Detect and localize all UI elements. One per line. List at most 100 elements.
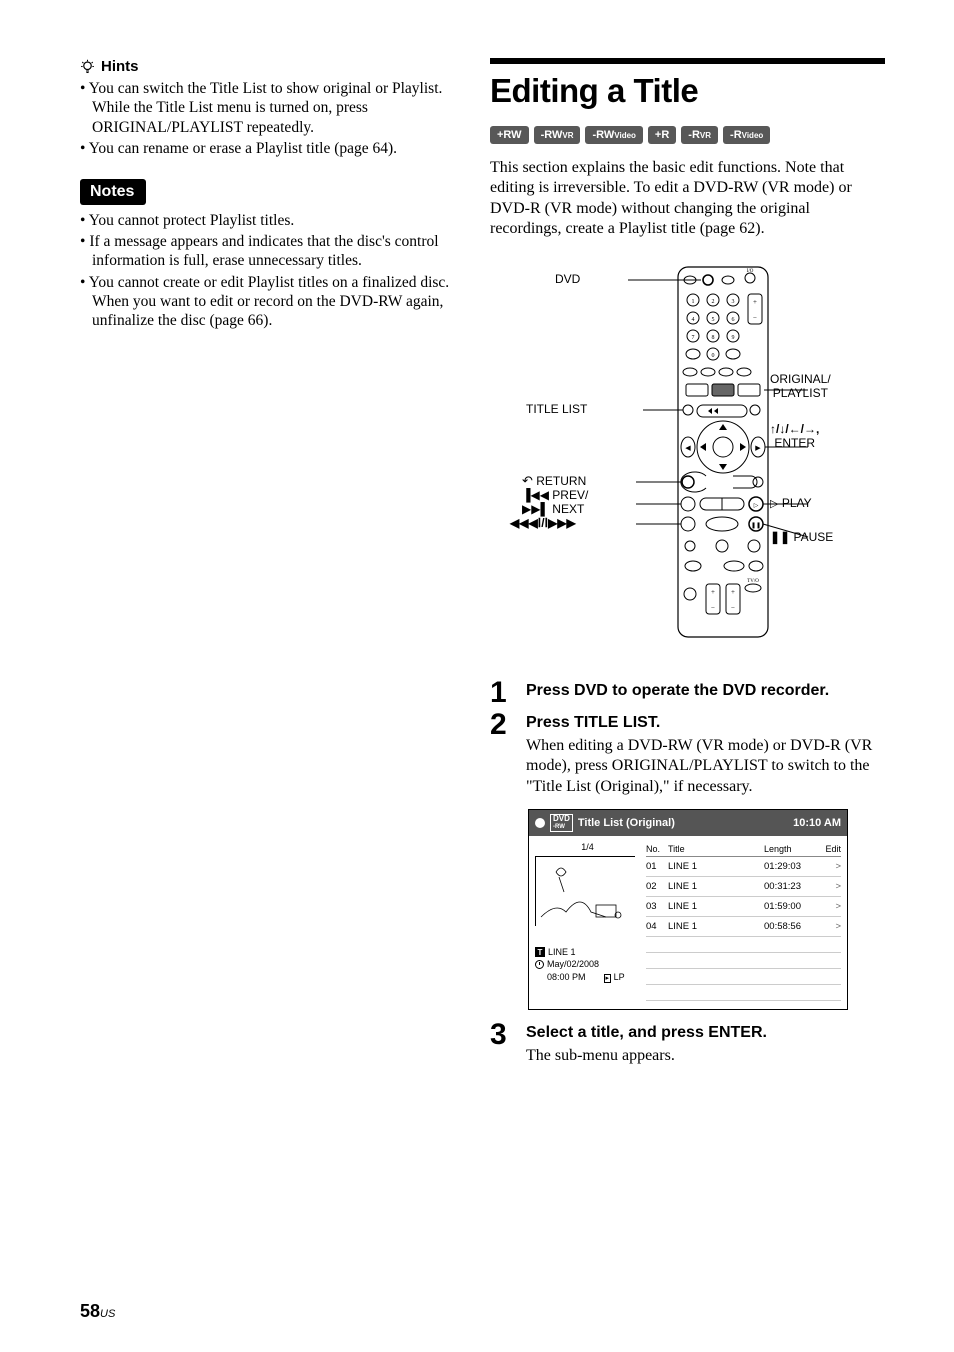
svg-text:−: − — [753, 314, 757, 322]
label-title-list: TITLE LIST — [526, 402, 587, 416]
edit-chevron-icon: > — [819, 921, 841, 932]
step-2: Press TITLE LIST. When editing a DVD-RW … — [490, 714, 885, 1010]
svg-text:+: + — [711, 588, 715, 596]
svg-text:4: 4 — [691, 317, 694, 323]
intro-paragraph: This section explains the basic edit fun… — [490, 158, 885, 240]
svg-text:0: 0 — [711, 353, 714, 359]
badge-rwvr: -RWVR — [534, 126, 581, 144]
right-column: Editing a Title +RW -RWVR -RWVideo +R -R… — [490, 58, 885, 1080]
hint-item: You can switch the Title List to show or… — [80, 79, 475, 137]
svg-text:5: 5 — [711, 317, 714, 323]
tl-metadata: T LINE 1 May/02/2008 08:00 PM ▸ LP — [535, 946, 640, 984]
svg-text:7: 7 — [691, 335, 694, 341]
section-rule — [490, 58, 885, 64]
note-item: If a message appears and indicates that … — [80, 232, 475, 271]
clock-icon — [535, 960, 544, 969]
tl-meta-date: May/02/2008 — [547, 958, 599, 971]
tl-blank-row — [646, 953, 841, 969]
tl-meta-mode: LP — [614, 972, 625, 982]
svg-text:9: 9 — [731, 335, 734, 341]
svg-text:▶: ▶ — [755, 444, 761, 452]
svg-text:◀: ◀ — [685, 444, 691, 452]
svg-text:3: 3 — [731, 299, 734, 305]
hints-label: Hints — [101, 58, 139, 75]
tl-preview-pane: 1/4 — [535, 842, 640, 1001]
steps-list: Press DVD to operate the DVD recorder. P… — [490, 682, 885, 1066]
svg-text:−: − — [731, 604, 735, 612]
svg-text:I/O: I/O — [746, 269, 753, 274]
step-head: Press TITLE LIST. — [526, 714, 885, 732]
hints-list: You can switch the Title List to show or… — [80, 79, 475, 159]
note-item: You cannot protect Playlist titles. — [80, 211, 475, 230]
svg-text:❚❚: ❚❚ — [750, 522, 760, 529]
label-prev: ▐◀◀ PREV/ — [522, 488, 588, 502]
badge-plus-rw: +RW — [490, 126, 529, 144]
step-head: Select a title, and press ENTER. — [526, 1024, 885, 1042]
hint-bulb-icon — [80, 59, 95, 74]
page-num-value: 58 — [80, 1301, 100, 1321]
label-play: ▷ PLAY — [770, 496, 812, 511]
hints-heading: Hints — [80, 58, 475, 75]
label-rewff: ◀◀◀Ⅰ/Ⅰ▶▶▶ — [510, 516, 576, 530]
hint-item: You can rename or erase a Playlist title… — [80, 139, 475, 158]
tl-row: 04 LINE 1 00:58:56 > — [646, 917, 841, 937]
tl-table: No. Title Length Edit 01 LINE 1 01:29:03… — [646, 842, 841, 1001]
badge-rvideo: -RVideo — [723, 126, 770, 144]
step-3: Select a title, and press ENTER. The sub… — [490, 1024, 885, 1066]
svg-text:1: 1 — [691, 299, 694, 305]
note-item: You cannot create or edit Playlist title… — [80, 273, 475, 331]
remote-svg: I/O 1 2 3 4 5 6 7 8 9 0 + − — [528, 262, 848, 642]
edit-chevron-icon: > — [819, 861, 841, 872]
tl-colhead: No. Title Length Edit — [646, 842, 841, 857]
tl-meta-time: 08:00 PM — [547, 971, 586, 984]
badge-rvr: -RVR — [681, 126, 718, 144]
label-original-playlist: ORIGINAL/ PLAYLIST — [770, 372, 831, 401]
tl-meta-title: LINE 1 — [548, 946, 576, 959]
title-t-icon: T — [535, 947, 545, 957]
badge-rwvideo: -RWVideo — [585, 126, 642, 144]
media-badges: +RW -RWVR -RWVideo +R -RVR -RVideo — [490, 126, 885, 144]
tl-thumbnail — [535, 856, 635, 926]
svg-text:6: 6 — [731, 317, 734, 323]
disc-icon — [535, 818, 545, 828]
remote-diagram: I/O 1 2 3 4 5 6 7 8 9 0 + − — [490, 262, 885, 652]
title-list-screenshot: DVD-RW Title List (Original) 10:10 AM 1/… — [528, 809, 848, 1010]
col-title: Title — [668, 844, 764, 854]
tl-blank-row — [646, 937, 841, 953]
notes-list: You cannot protect Playlist titles. If a… — [80, 211, 475, 331]
label-pause: ❚❚ PAUSE — [770, 530, 833, 544]
step-body: The sub-menu appears. — [526, 1046, 885, 1066]
label-next: ▶▶▌ NEXT — [522, 502, 584, 516]
tl-blank-row — [646, 985, 841, 1001]
tl-count: 1/4 — [535, 842, 640, 852]
page-num-suffix: US — [100, 1308, 115, 1320]
col-no: No. — [646, 844, 668, 854]
step-body: When editing a DVD-RW (VR mode) or DVD-R… — [526, 736, 885, 797]
svg-text:2: 2 — [711, 299, 714, 305]
dvd-tag-icon: DVD-RW — [550, 814, 573, 832]
tl-row: 03 LINE 1 01:59:00 > — [646, 897, 841, 917]
tl-row: 01 LINE 1 01:29:03 > — [646, 857, 841, 877]
tl-header-title: Title List (Original) — [578, 817, 675, 829]
svg-text:TV/O: TV/O — [747, 579, 759, 584]
svg-text:+: + — [753, 298, 757, 306]
badge-plus-r: +R — [648, 126, 676, 144]
page-number: 58US — [80, 1301, 115, 1322]
label-arrows-enter: ↑/↓/←/→, ENTER — [770, 422, 819, 451]
svg-text:−: − — [711, 604, 715, 612]
svg-text:8: 8 — [711, 335, 714, 341]
page-title: Editing a Title — [490, 72, 885, 110]
step-1: Press DVD to operate the DVD recorder. — [490, 682, 885, 700]
mode-icon: ▸ — [604, 974, 612, 983]
step-head: Press DVD to operate the DVD recorder. — [526, 682, 885, 700]
tl-header: DVD-RW Title List (Original) 10:10 AM — [529, 810, 847, 836]
col-edit: Edit — [819, 844, 841, 854]
notes-heading: Notes — [80, 179, 146, 205]
svg-text:+: + — [731, 588, 735, 596]
left-column: Hints You can switch the Title List to s… — [80, 58, 475, 333]
col-length: Length — [764, 844, 819, 854]
label-return: ↶ RETURN — [522, 473, 586, 489]
tl-header-time: 10:10 AM — [793, 817, 841, 829]
tl-row: 02 LINE 1 00:31:23 > — [646, 877, 841, 897]
edit-chevron-icon: > — [819, 881, 841, 892]
